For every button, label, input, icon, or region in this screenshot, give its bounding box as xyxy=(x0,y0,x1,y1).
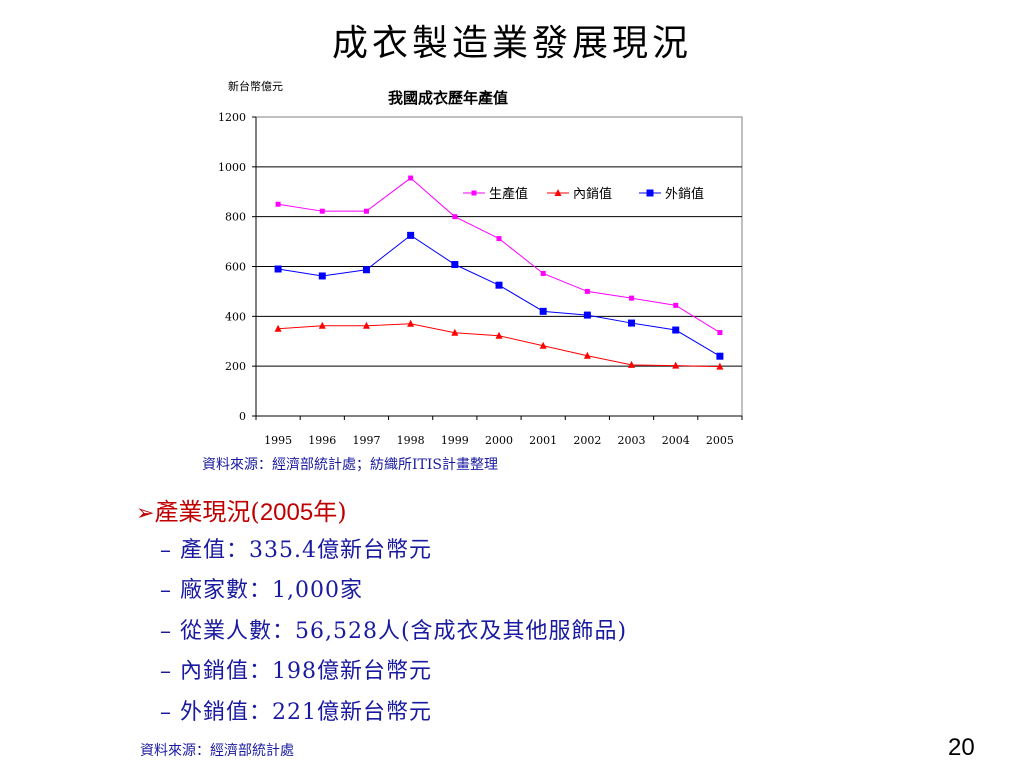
data-point xyxy=(628,360,636,368)
data-point xyxy=(583,351,591,359)
sub-item-output-value: – 產值：335.4億新台幣元 xyxy=(160,538,432,563)
data-point xyxy=(673,302,679,308)
arrow-bullet-icon: ➢ xyxy=(136,501,155,526)
data-point xyxy=(495,281,503,289)
y-tick-label: 800 xyxy=(225,211,246,224)
x-tick-label: 1997 xyxy=(352,434,380,447)
data-point xyxy=(672,326,680,334)
heading-year: 2005 xyxy=(259,499,314,526)
legend-label: 外銷值 xyxy=(665,186,704,202)
data-point xyxy=(408,175,414,181)
x-tick-label: 2002 xyxy=(573,434,601,447)
legend-label: 內銷值 xyxy=(573,186,612,202)
data-point xyxy=(363,208,369,214)
x-tick-label: 2003 xyxy=(618,434,646,447)
gridlines xyxy=(256,166,742,367)
heading-suffix: 年) xyxy=(313,498,347,526)
legend-marker xyxy=(554,189,562,196)
x-tick-label: 2004 xyxy=(662,434,690,447)
footer-source-note: 資料來源：經濟部統計處 xyxy=(140,743,294,759)
data-point xyxy=(318,272,326,280)
data-point xyxy=(716,362,724,370)
legend-label: 生產值 xyxy=(489,186,528,202)
data-point xyxy=(540,270,546,276)
series-domestic xyxy=(274,319,724,370)
data-point xyxy=(274,265,282,273)
series-production xyxy=(275,175,723,336)
heading-prefix: 產業現況( xyxy=(154,498,260,526)
data-point xyxy=(407,319,415,327)
data-point xyxy=(275,201,281,207)
chart-source-note: 資料來源：經濟部統計處；紡織所ITIS計畫整理 xyxy=(202,457,498,473)
data-point xyxy=(496,236,502,242)
data-point xyxy=(452,214,458,220)
page-number: 20 xyxy=(948,734,975,761)
legend-entry-domestic: 內銷值 xyxy=(547,186,612,202)
data-point xyxy=(583,311,591,319)
y-tick-label: 400 xyxy=(225,310,246,323)
x-axis: 1995 1996 1997 1998 1999 2000 2001 2002 2003 2004… xyxy=(255,415,743,447)
y-tick-label: 1200 xyxy=(218,111,246,124)
data-point xyxy=(539,341,547,349)
legend: 生產值 內銷值 外銷值 xyxy=(463,186,704,202)
series-layer xyxy=(274,175,724,370)
sub-item-export-sales: – 外銷值：221億新台幣元 xyxy=(160,700,432,725)
legend-marker xyxy=(646,189,654,197)
x-tick-label: 2001 xyxy=(529,434,557,447)
y-tick-label: 0 xyxy=(239,410,246,423)
y-tick-label: 600 xyxy=(225,261,246,274)
y-tick-label: 200 xyxy=(225,360,246,373)
series-export xyxy=(274,231,724,360)
data-point xyxy=(274,324,282,332)
data-point xyxy=(672,361,680,369)
data-point xyxy=(495,331,503,339)
data-point xyxy=(407,231,415,239)
data-point xyxy=(628,319,636,327)
data-point xyxy=(318,321,326,329)
data-point xyxy=(584,288,590,294)
section-heading: ➢產業現況(2005年) xyxy=(136,492,347,527)
sub-item-domestic-sales: – 內銷值：198億新台幣元 xyxy=(160,659,432,684)
legend-entry-export: 外銷值 xyxy=(639,186,704,202)
data-point xyxy=(539,307,547,315)
y-axis: 0 200 400 600 800 1000 1200 xyxy=(218,111,257,423)
slide-title: 成衣製造業發展現況 xyxy=(331,23,692,64)
data-point xyxy=(451,328,459,336)
line-chart: 新台幣億元 我國成衣歷年產值 0 200 400 600 800 1000 1200 199… xyxy=(218,79,743,447)
data-point xyxy=(451,261,459,269)
data-point xyxy=(717,330,723,336)
x-tick-label: 1995 xyxy=(264,434,292,447)
y-tick-label: 1000 xyxy=(218,161,246,174)
x-tick-label: 1999 xyxy=(441,434,469,447)
x-tick-label: 1996 xyxy=(308,434,336,447)
x-tick-label: 2005 xyxy=(706,434,734,447)
chart-title: 我國成衣歷年產值 xyxy=(388,89,508,107)
sub-item-factory-count: – 廠家數：1,000家 xyxy=(160,578,363,603)
data-point xyxy=(362,266,370,274)
sub-item-employees: – 從業人數：56,528人(含成衣及其他服飾品) xyxy=(160,619,628,644)
data-point xyxy=(362,321,370,329)
unit-label: 新台幣億元 xyxy=(228,79,283,93)
x-tick-label: 1998 xyxy=(397,434,425,447)
data-point xyxy=(629,295,635,301)
x-tick-label: 2000 xyxy=(485,434,513,447)
legend-marker xyxy=(471,190,477,196)
data-point xyxy=(716,352,724,360)
data-point xyxy=(319,208,325,214)
legend-entry-production: 生產值 xyxy=(463,186,528,202)
